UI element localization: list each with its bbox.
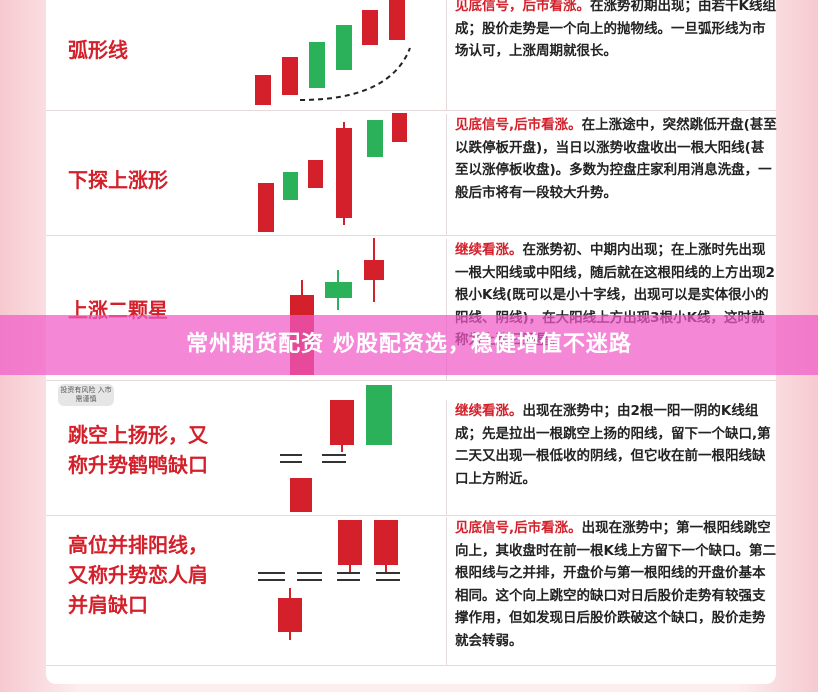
description: 出现在涨势中；由2根一阳一阴的K线组成；先是拉出一根跳空上扬的阳线，留下一个缺口… (455, 403, 771, 487)
pattern-name: 跳空上扬形，又称升势鹤鸭缺口 (68, 423, 208, 477)
signal: 见底信号,后市看涨。 (455, 520, 582, 536)
signal: 见底信号,后市看涨。 (455, 117, 582, 133)
signal: 见底信号，后市看涨。 (455, 0, 590, 14)
pattern-row: 高位并排阳线，又称升势恋人肩并肩缺口 见底信号,后市看涨。出现在涨势中；第一根阳线… (46, 515, 776, 666)
pattern-row: 弧形线 见底信号，后市看涨。在涨势初期出现；由若干K线组成；股价走势是一个向上的抛… (46, 0, 776, 111)
description: 在上涨途中，突然跳低开盘(甚至以跌停板开盘)，当日以涨势收盘收出一根大阳线(甚至… (455, 117, 777, 201)
signal: 继续看涨。 (455, 403, 523, 419)
description: 在涨势初期出现；由若干K线组成；股价走势是一个向上的抛物线。一旦弧形线为市场认可… (455, 0, 776, 59)
pattern-name: 下探上涨形 (68, 168, 168, 192)
signal: 继续看涨。 (455, 242, 523, 258)
pattern-desc: 见底信号,后市看涨。在上涨途中，突然跳低开盘(甚至以跌停板开盘)，当日以涨势收盘… (446, 114, 777, 235)
banner: 常州期货配资 炒股配资选，稳健增值不迷路 (0, 315, 818, 375)
pattern-row: 跳空上扬形，又称升势鹤鸭缺口 继续看涨。出现在涨势中；由2根一阳一阴的K线组成；先… (46, 380, 776, 516)
pattern-desc: 见底信号,后市看涨。出现在涨势中；第一根阳线跳空向上，其收盘时在前一根K线上方留… (446, 517, 777, 665)
description: 出现在涨势中；第一根阳线跳空向上，其收盘时在前一根K线上方留下一个缺口。第二根阳… (455, 520, 776, 649)
pattern-desc: 继续看涨。出现在涨势中；由2根一阳一阴的K线组成；先是拉出一根跳空上扬的阳线，留… (446, 400, 777, 515)
risk-badge: 投资有风险 入市需谨慎 (58, 384, 114, 406)
pattern-name: 弧形线 (68, 38, 128, 62)
pattern-row: 下探上涨形 见底信号,后市看涨。在上涨途中，突然跳低开盘(甚至以跌停板开盘)，当日… (46, 110, 777, 236)
pattern-name: 高位并排阳线，又称升势恋人肩并肩缺口 (68, 533, 208, 617)
pattern-desc: 见底信号，后市看涨。在涨势初期出现；由若干K线组成；股价走势是一个向上的抛物线。… (446, 0, 777, 110)
